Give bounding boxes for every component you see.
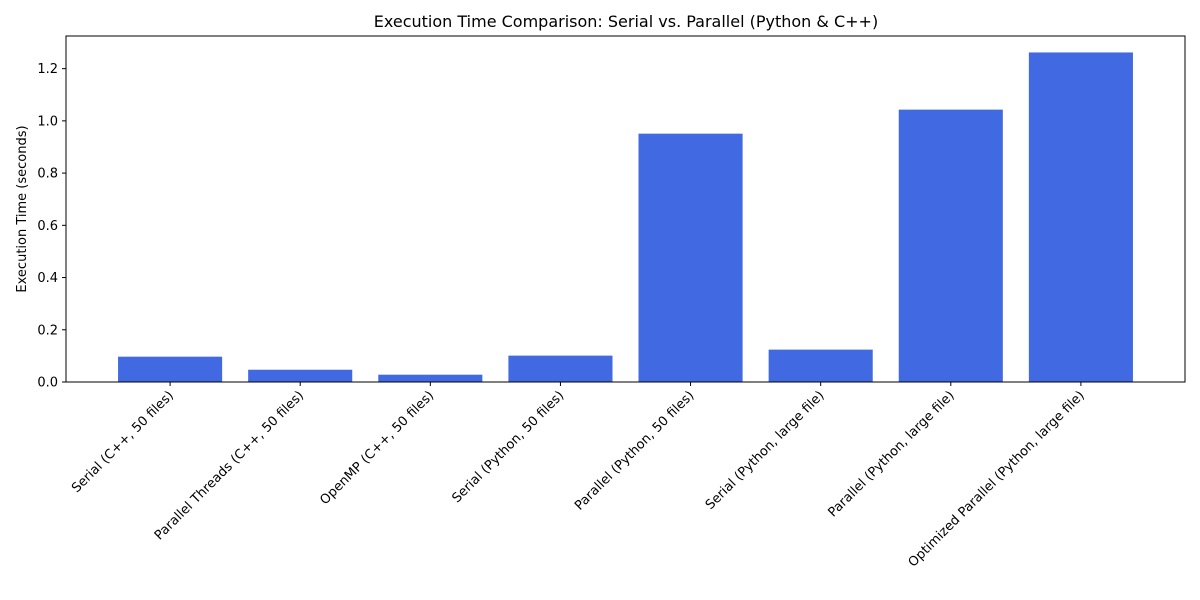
bar-5 bbox=[638, 133, 743, 382]
chart-title: Execution Time Comparison: Serial vs. Pa… bbox=[374, 12, 878, 31]
y-tick-label: 0.8 bbox=[37, 167, 58, 182]
y-tick-label: 0.2 bbox=[37, 323, 58, 338]
y-tick-label: 1.0 bbox=[37, 114, 58, 129]
y-axis-ticks: 0.0 0.2 0.4 0.6 0.8 1.0 1.2 bbox=[37, 62, 66, 391]
y-tick-label: 0.0 bbox=[37, 376, 58, 391]
bar-1 bbox=[118, 356, 223, 382]
y-tick-label: 1.2 bbox=[37, 62, 58, 77]
plot-frame bbox=[65, 35, 1186, 383]
x-tick-label: Parallel (Python, 50 files) bbox=[572, 388, 697, 513]
x-tick-label: OpenMP (C++, 50 files) bbox=[317, 388, 437, 508]
y-tick-label: 0.6 bbox=[37, 219, 58, 234]
bar-8 bbox=[1028, 52, 1133, 382]
x-tick-label: Serial (Python, 50 files) bbox=[449, 388, 567, 506]
x-tick-label: Parallel Threads (C++, 50 files) bbox=[152, 388, 307, 543]
x-tick-label: Serial (C++, 50 files) bbox=[69, 388, 177, 496]
y-tick-label: 0.4 bbox=[37, 271, 58, 286]
x-axis-ticks: Serial (C++, 50 files)Parallel Threads (… bbox=[69, 382, 1088, 570]
bars-group bbox=[118, 52, 1133, 382]
bar-2 bbox=[248, 369, 353, 382]
y-axis-label: Execution Time (seconds) bbox=[15, 125, 30, 292]
bar-6 bbox=[768, 349, 873, 382]
x-tick-label: Parallel (Python, large file) bbox=[825, 388, 957, 520]
bar-7 bbox=[898, 109, 1003, 382]
bar-4 bbox=[508, 355, 613, 382]
bar-3 bbox=[378, 374, 483, 382]
x-tick-label: Serial (Python, large file) bbox=[703, 388, 828, 513]
